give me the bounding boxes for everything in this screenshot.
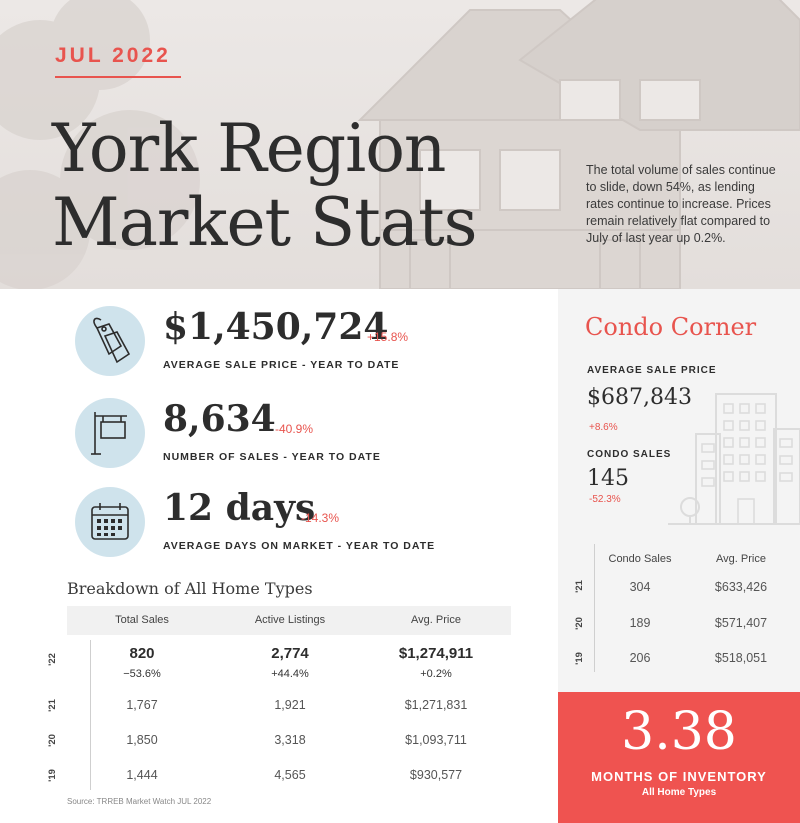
cell-active-listings: 4,565 <box>274 768 306 782</box>
page-title: York Region Market Stats <box>52 110 478 261</box>
inventory-label: MONTHS OF INVENTORY <box>591 769 767 784</box>
stat-change: +15.8% <box>367 330 409 344</box>
condo-sales-label: CONDO SALES <box>587 449 672 460</box>
stat-label: AVERAGE DAYS ON MARKET - YEAR TO DATE <box>163 540 436 552</box>
cell-total-sales: 820 <box>129 645 155 662</box>
cell-total-sales: 1,850 <box>126 733 158 747</box>
condo-sales-value: 145 <box>587 466 629 491</box>
condo-table-header: Condo Sales Avg. Price <box>558 553 800 569</box>
inventory-subtitle: All Home Types <box>641 787 717 798</box>
cell-active-listings: 3,318 <box>274 733 306 747</box>
condo-building-icon <box>668 393 800 525</box>
stat-change: -40.9% <box>275 422 314 436</box>
column-header: Total Sales <box>115 614 169 626</box>
column-header: Active Listings <box>254 614 326 626</box>
cell-total-sales: 1,444 <box>126 768 158 782</box>
stat-value: 8,634 <box>163 398 276 440</box>
row-divider <box>594 544 595 672</box>
cell-change: +44.4% <box>271 668 309 680</box>
row-year: '22 <box>46 653 58 666</box>
cell-condo-sales: 206 <box>629 651 651 665</box>
cell-avg-price: $1,093,711 <box>405 733 467 747</box>
cell-avg-price: $1,271,831 <box>404 698 468 712</box>
row-year: '20 <box>573 617 585 630</box>
hero-banner: JUL 2022 York Region Market Stats The to… <box>0 0 800 289</box>
row-year: '21 <box>573 580 585 593</box>
cell-active-listings: 1,921 <box>274 698 306 712</box>
row-year: '21 <box>46 699 58 712</box>
cell-condo-sales: 304 <box>629 580 651 594</box>
cell-avg-price: $633,426 <box>714 580 768 594</box>
months-of-inventory-panel: 3.38 MONTHS OF INVENTORY All Home Types <box>558 692 800 823</box>
source-note: Source: TRREB Market Watch JUL 2022 <box>67 797 212 806</box>
price-tag-icon <box>75 306 145 376</box>
condo-avg-value: $687,843 <box>587 385 692 410</box>
cell-avg-price: $930,577 <box>409 768 463 782</box>
cell-avg-price: $518,051 <box>714 651 768 665</box>
row-year: '19 <box>46 769 58 782</box>
stat-value: $1,450,724 <box>163 306 389 348</box>
column-header: Avg. Price <box>716 553 766 565</box>
row-year: '19 <box>573 652 585 665</box>
breakdown-header: Total Sales Active Listings Avg. Price <box>67 606 511 635</box>
stat-value: 12 days <box>163 487 316 529</box>
condo-corner-panel: Condo Corner AVERAGE SALE PRICE $687,843… <box>558 289 800 692</box>
column-header: Avg. Price <box>411 614 461 626</box>
condo-avg-label: AVERAGE SALE PRICE <box>587 365 717 376</box>
cell-total-sales: 1,767 <box>126 698 158 712</box>
condo-corner-title: Condo Corner <box>585 313 757 341</box>
cell-avg-price: $571,407 <box>714 616 768 630</box>
cell-avg-price: $1,274,911 <box>398 645 474 662</box>
condo-avg-change: +8.6% <box>589 422 618 433</box>
cell-change: −53.6% <box>123 668 161 680</box>
title-line-1: York Region <box>52 110 446 187</box>
row-divider <box>90 640 91 790</box>
cell-change: +0.2% <box>420 668 452 680</box>
stat-label: NUMBER OF SALES - YEAR TO DATE <box>163 451 381 463</box>
stat-label: AVERAGE SALE PRICE - YEAR TO DATE <box>163 359 400 371</box>
row-year: '20 <box>46 734 58 747</box>
condo-sales-change: -52.3% <box>589 494 621 505</box>
date-underline <box>55 76 181 78</box>
report-date: JUL 2022 <box>55 44 171 67</box>
stat-change: -14.3% <box>301 511 340 525</box>
house-photo-background <box>0 0 800 289</box>
calendar-icon <box>75 487 145 557</box>
cell-active-listings: 2,774 <box>271 645 309 662</box>
summary-blurb: The total volume of sales continue to sl… <box>586 163 776 245</box>
title-line-2: Market Stats <box>52 184 478 261</box>
breakdown-title: Breakdown of All Home Types <box>67 579 313 598</box>
sale-sign-icon <box>75 398 145 468</box>
inventory-value: 3.38 <box>621 702 737 762</box>
column-header: Condo Sales <box>608 553 672 565</box>
cell-condo-sales: 189 <box>629 616 651 630</box>
